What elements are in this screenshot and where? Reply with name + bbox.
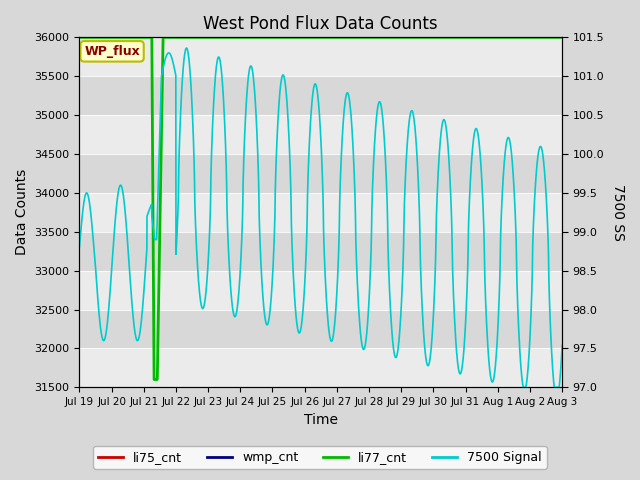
Y-axis label: 7500 SS: 7500 SS <box>611 184 625 241</box>
Bar <box>79 193 562 232</box>
Bar <box>79 348 562 387</box>
Bar <box>79 76 562 115</box>
X-axis label: Time: Time <box>304 413 338 427</box>
Title: West Pond Flux Data Counts: West Pond Flux Data Counts <box>204 15 438 33</box>
Y-axis label: Data Counts: Data Counts <box>15 169 29 255</box>
Text: WP_flux: WP_flux <box>84 45 140 58</box>
Legend: li75_cnt, wmp_cnt, li77_cnt, 7500 Signal: li75_cnt, wmp_cnt, li77_cnt, 7500 Signal <box>93 446 547 469</box>
Bar <box>79 115 562 154</box>
Bar <box>79 154 562 193</box>
Bar <box>79 310 562 348</box>
Bar <box>79 232 562 271</box>
Bar <box>79 37 562 76</box>
Bar <box>79 271 562 310</box>
